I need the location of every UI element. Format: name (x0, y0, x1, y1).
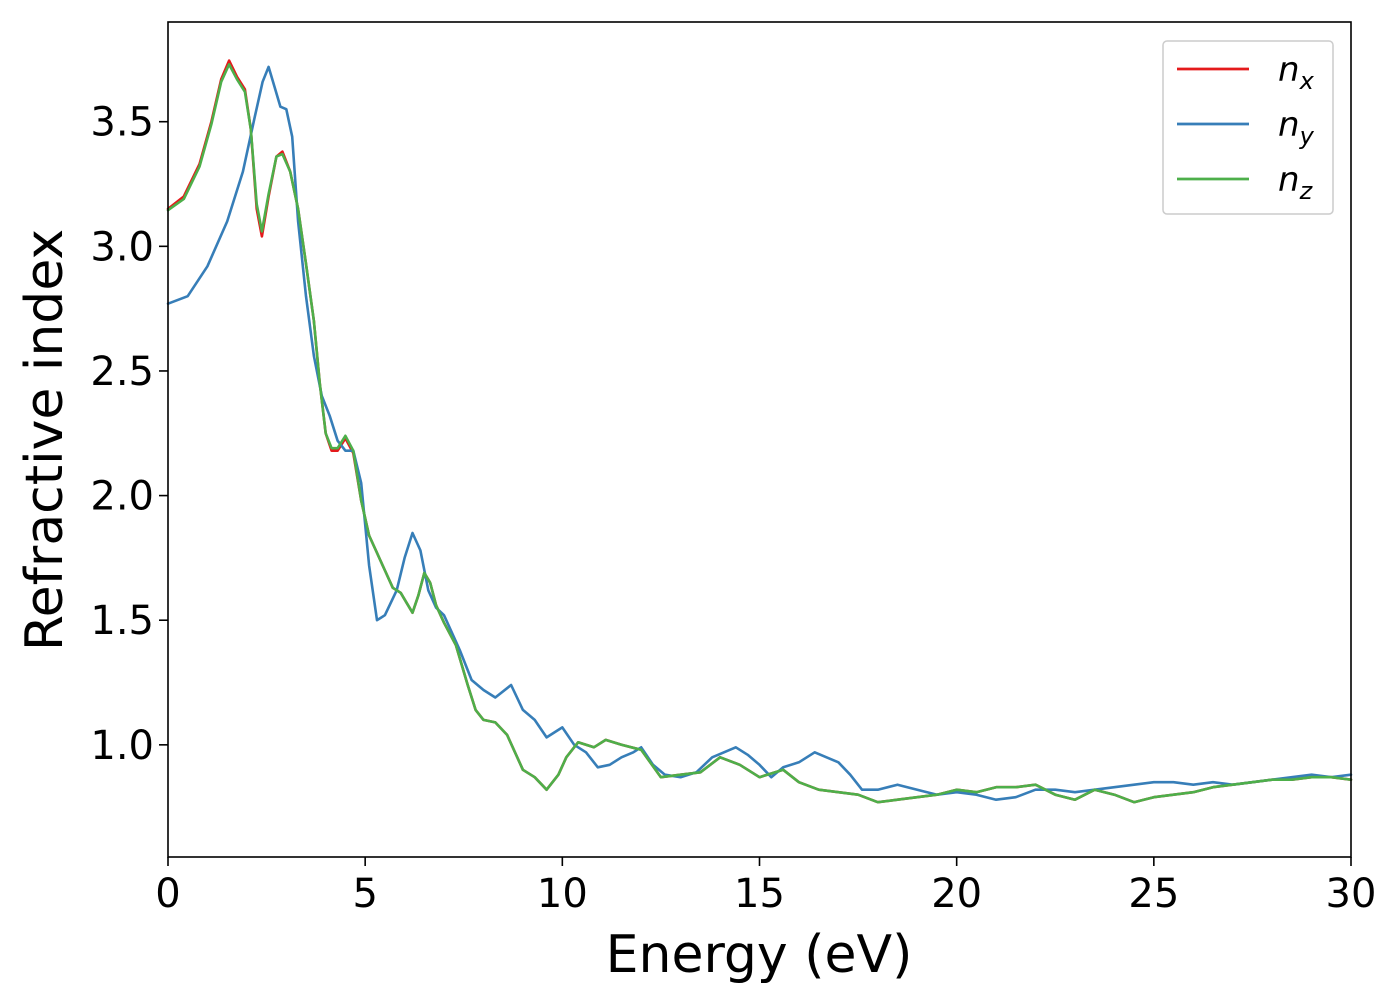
y-tick-label: 3.5 (90, 100, 154, 146)
y-axis: 1.0 1.5 2.0 2.5 3.0 3.5 (90, 100, 168, 769)
series-line-z (166, 63, 1353, 804)
y-tick-label: 2.0 (90, 474, 154, 520)
series-layer (166, 59, 1353, 804)
y-tick-label: 1.0 (90, 723, 154, 769)
legend-label-x: nx (1278, 50, 1315, 95)
legend: nx ny nz (1162, 40, 1334, 215)
legend-label-z: nz (1278, 160, 1314, 205)
x-tick-label: 10 (537, 871, 588, 917)
x-tick-label: 30 (1326, 871, 1377, 917)
x-tick-label: 0 (155, 871, 180, 917)
x-tick-label: 25 (1128, 871, 1179, 917)
y-tick-label: 2.5 (90, 349, 154, 395)
x-axis-label: Energy (eV) (606, 925, 913, 985)
y-axis-label: Refractive index (15, 229, 75, 651)
y-tick-label: 1.5 (90, 598, 154, 644)
x-tick-label: 20 (931, 871, 982, 917)
x-tick-label: 15 (734, 871, 785, 917)
legend-frame (1162, 40, 1334, 215)
x-tick-label: 5 (352, 871, 377, 917)
x-axis: 0 5 10 15 20 25 30 (155, 857, 1376, 917)
legend-label-y: ny (1278, 105, 1315, 150)
y-tick-label: 3.0 (90, 224, 154, 270)
